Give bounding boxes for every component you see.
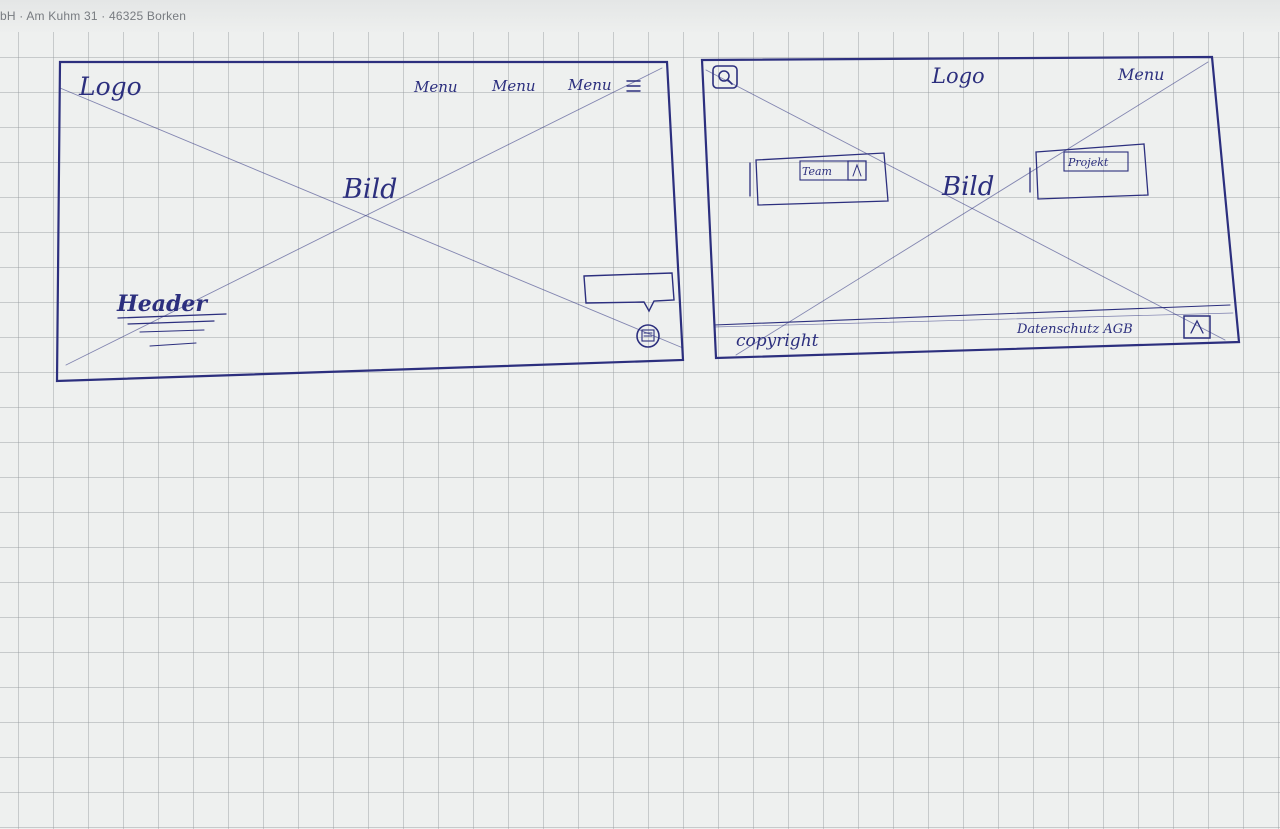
logo-label: Logo (78, 72, 142, 101)
image-placeholder-diagonal-b (735, 61, 1209, 356)
logo-label: Logo (931, 64, 985, 88)
project-card[interactable] (1029, 143, 1149, 200)
wireframe-right-frame (700, 55, 1241, 360)
image-placeholder-label: Bild (941, 172, 994, 202)
search-icon[interactable] (712, 65, 738, 89)
hamburger-menu-icon[interactable] (626, 80, 641, 92)
image-placeholder-label: Bild (342, 174, 397, 205)
menu-item-label[interactable]: Menu (413, 78, 458, 96)
menu-item-label[interactable]: Menu (567, 76, 612, 94)
team-card-label: Team (802, 165, 832, 178)
back-to-top-icon[interactable] (1183, 315, 1211, 339)
footer-copyright: copyright (736, 331, 819, 351)
menu-label[interactable]: Menu (1117, 65, 1164, 84)
paper-top-strip: bH · Am Kuhm 31 · 46325 Borken (0, 0, 1280, 32)
image-placeholder-diagonal-a (59, 87, 684, 349)
chat-bubble-popup[interactable] (583, 272, 675, 313)
header-text-lines (117, 313, 227, 347)
header-label: Header (116, 291, 208, 317)
image-placeholder-diagonal-b (65, 67, 663, 366)
wireframe-left-frame (55, 60, 685, 383)
footer-divider (713, 312, 1234, 328)
address-imprint: bH · Am Kuhm 31 · 46325 Borken (0, 9, 187, 23)
team-card[interactable] (749, 152, 889, 206)
wireframe-left (55, 60, 685, 383)
wireframe-right (700, 55, 1241, 360)
image-placeholder-diagonal-a (705, 69, 1226, 341)
footer-divider-top (713, 304, 1231, 326)
menu-item-label[interactable]: Menu (491, 77, 536, 95)
chat-button-icon[interactable] (636, 324, 660, 348)
footer-links[interactable]: Datenschutz AGB (1016, 322, 1133, 337)
project-card-label: Projekt (1067, 156, 1109, 169)
